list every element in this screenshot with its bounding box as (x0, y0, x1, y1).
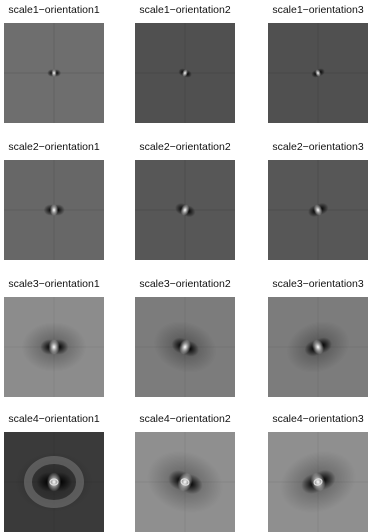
filter-svg (135, 432, 235, 532)
filter-image (135, 160, 235, 260)
filter-label: scale1−orientation3 (272, 4, 364, 16)
filter-label: scale2−orientation1 (8, 141, 100, 153)
filter-svg (135, 297, 235, 397)
filter-image (135, 23, 235, 123)
filter-image (4, 297, 104, 397)
filter-svg (4, 297, 104, 397)
filter-label: scale1−orientation2 (139, 4, 231, 16)
filter-label: scale3−orientation3 (272, 278, 364, 290)
filter-svg (268, 160, 368, 260)
filter-label: scale2−orientation2 (139, 141, 231, 153)
filter-svg (268, 297, 368, 397)
filter-label: scale3−orientation2 (139, 278, 231, 290)
filter-image (4, 432, 104, 532)
filter-image (4, 160, 104, 260)
filter-image (135, 297, 235, 397)
filter-image (268, 297, 368, 397)
filter-image (268, 23, 368, 123)
filter-label: scale2−orientation3 (272, 141, 364, 153)
filter-svg (4, 23, 104, 123)
filter-label: scale1−orientation1 (8, 4, 100, 16)
filter-image (268, 432, 368, 532)
filter-image (4, 23, 104, 123)
filter-svg (4, 432, 104, 532)
filter-image (268, 160, 368, 260)
filter-label: scale4−orientation2 (139, 413, 231, 425)
filter-svg (4, 160, 104, 260)
filter-svg (268, 432, 368, 532)
filter-label: scale3−orientation1 (8, 278, 100, 290)
filter-svg (268, 23, 368, 123)
filter-label: scale4−orientation3 (272, 413, 364, 425)
filter-label: scale4−orientation1 (8, 413, 100, 425)
filter-image (135, 432, 235, 532)
filter-svg (135, 160, 235, 260)
filter-svg (135, 23, 235, 123)
